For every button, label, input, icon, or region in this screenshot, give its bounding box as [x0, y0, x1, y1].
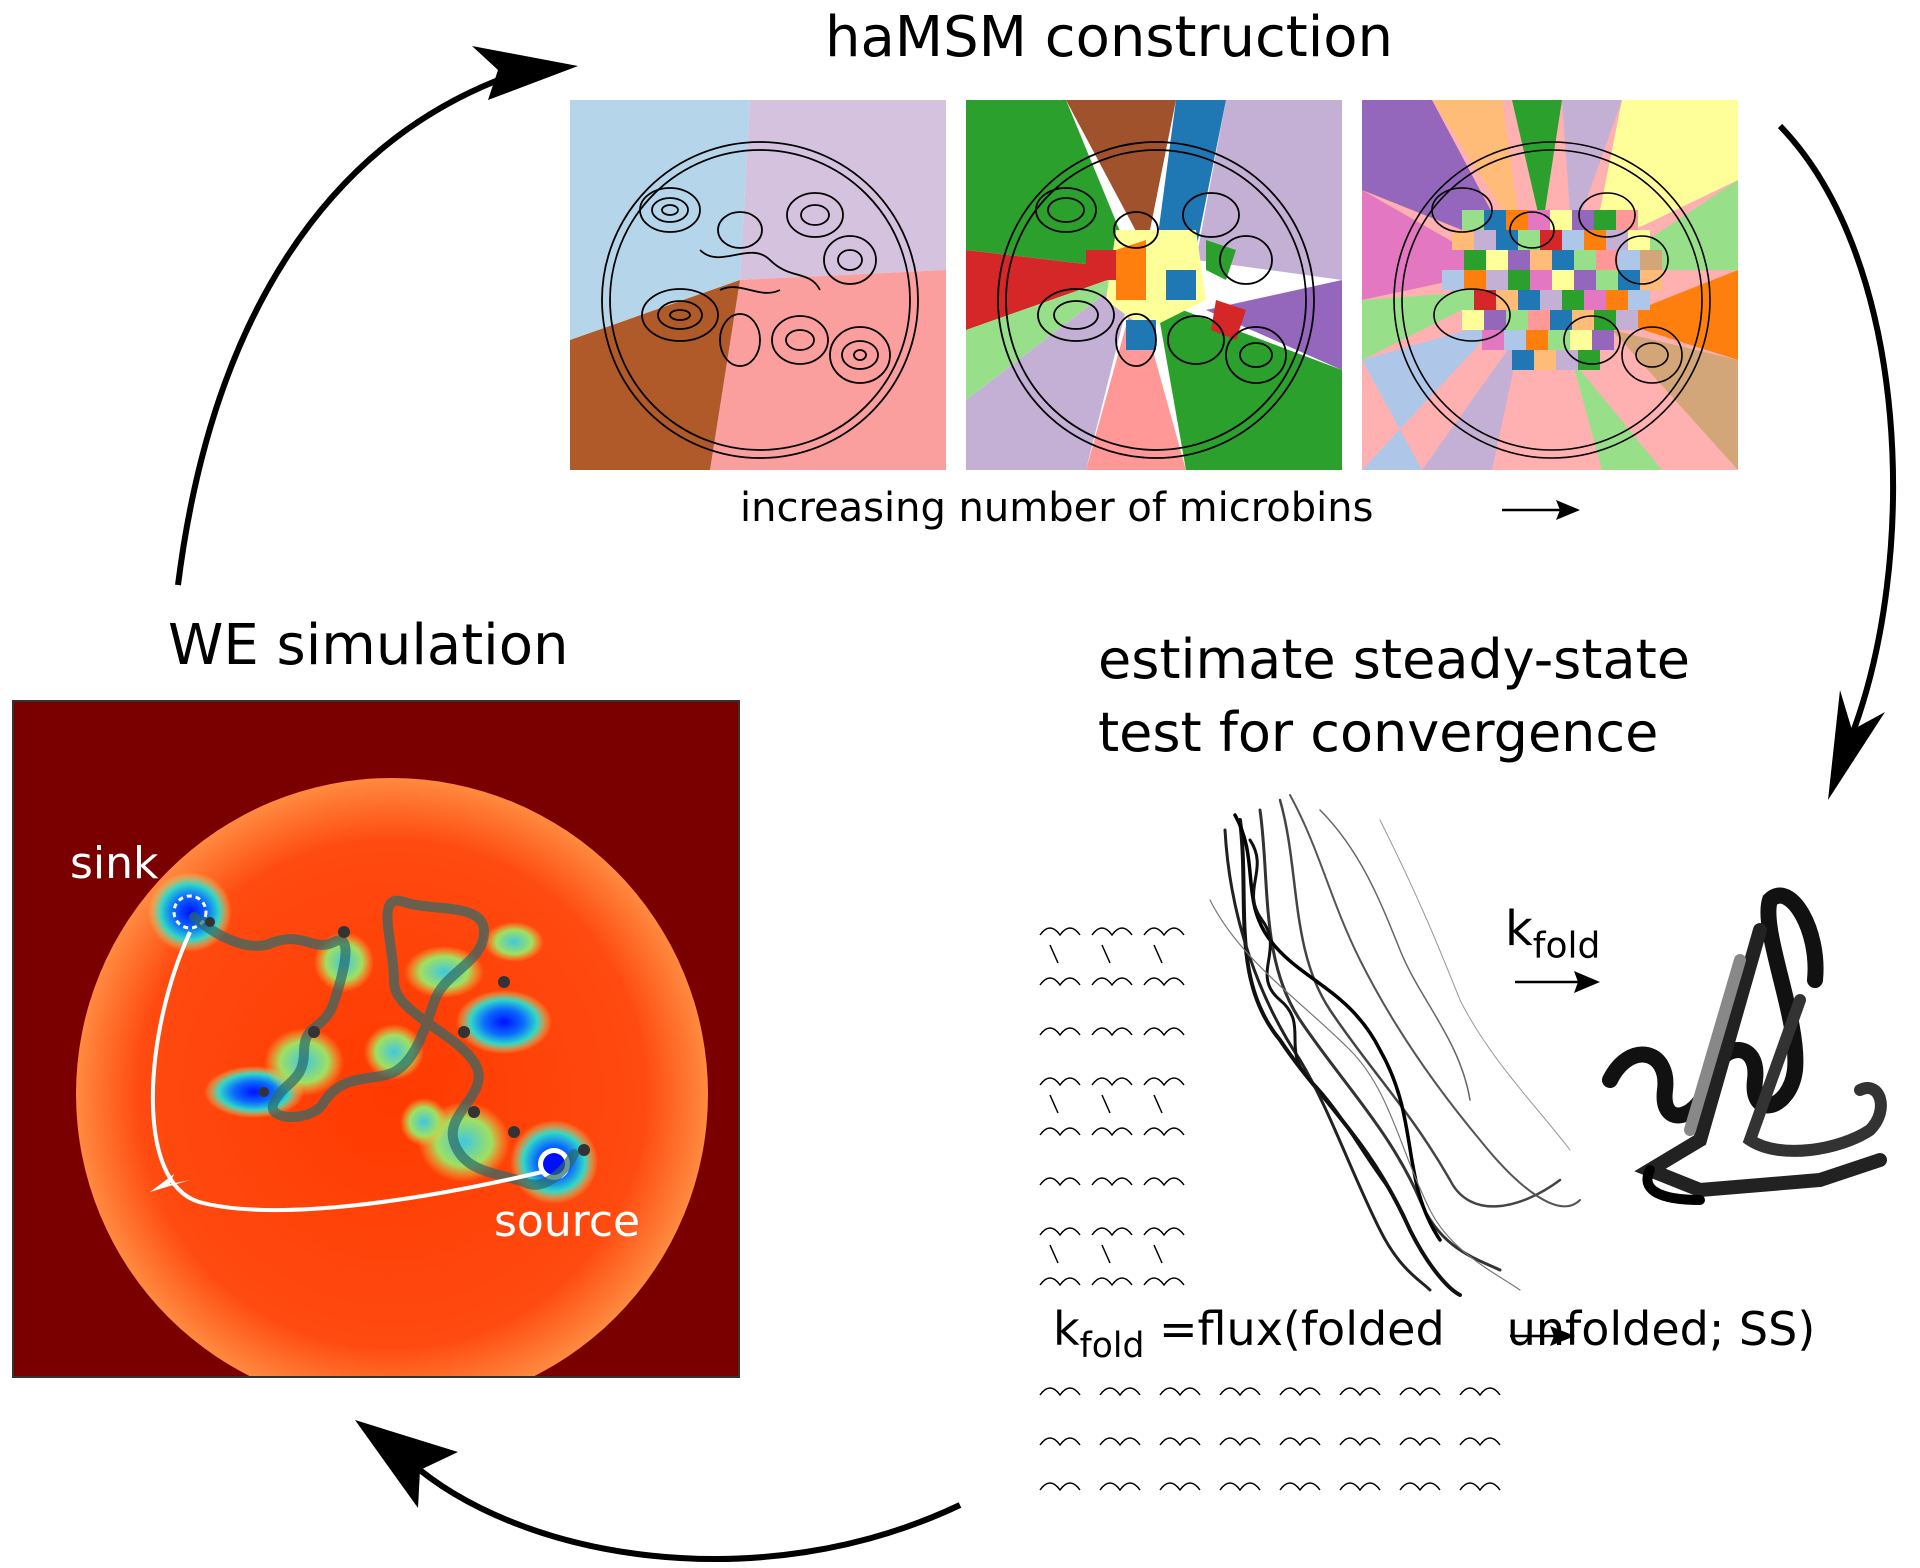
- equation-k-subscript: fold: [1079, 1326, 1145, 1367]
- potential-landscape: [76, 778, 708, 1376]
- arrowhead-icon: [472, 46, 578, 100]
- arrowhead-icon: [1550, 1326, 1575, 1346]
- sink-label: sink: [70, 838, 159, 889]
- arrowhead-icon: [150, 1174, 190, 1192]
- kfold-rate-label: kfold: [1505, 905, 1600, 965]
- source-label: source: [494, 1196, 641, 1247]
- cycle-arrow-to-simulation: [406, 1457, 962, 1562]
- unfolded-ensemble: [1209, 794, 1581, 1297]
- equation-k-symbol: k: [1053, 1302, 1080, 1356]
- cycle-arrow-to-hamsm: [175, 69, 521, 586]
- arrowhead-icon: [1828, 690, 1885, 800]
- recycle-path: [150, 931, 543, 1213]
- microbins-caption: increasing number of microbins: [740, 485, 1374, 531]
- arrowhead-icon: [355, 1420, 458, 1508]
- equation-rhs: =flux(folded: [1159, 1302, 1445, 1356]
- arrowhead-icon: [1556, 500, 1580, 520]
- conformation-thumbnails: [1039, 927, 1501, 1492]
- kfold-subscript: fold: [1532, 925, 1601, 967]
- we-simulation-panel: sink source: [12, 700, 740, 1378]
- arrowhead-icon: [1574, 971, 1600, 993]
- microbin-panel-medium: [966, 100, 1342, 470]
- we-simulation-title: WE simulation: [168, 613, 569, 678]
- estimate-title-line2: test for convergence: [1098, 701, 1659, 764]
- hamsm-title: haMSM construction: [825, 5, 1394, 70]
- kfold-equation: kfold =flux(folded unfolded; SS): [1053, 1306, 1815, 1364]
- folded-ensemble: [1602, 887, 1887, 1205]
- equation-tail: unfolded; SS): [1506, 1302, 1816, 1356]
- kfold-symbol: k: [1505, 901, 1533, 957]
- microbin-panel-coarse: [570, 100, 946, 470]
- trajectory-path: [189, 895, 579, 1190]
- microbin-panel-fine: [1362, 100, 1738, 470]
- estimate-title-line1: estimate steady-state: [1098, 628, 1690, 691]
- cycle-arrow-to-estimate: [1777, 123, 1897, 742]
